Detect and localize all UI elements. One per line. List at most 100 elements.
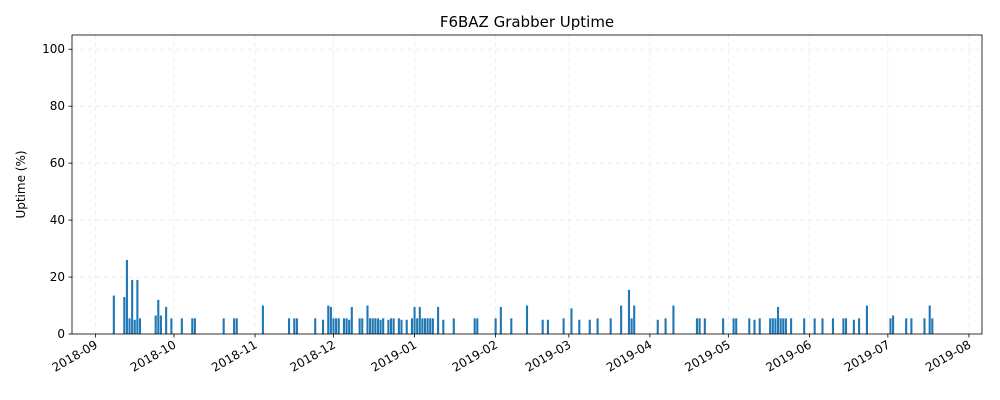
uptime-bar [342,318,345,334]
uptime-bar [844,318,848,334]
uptime-bar [369,318,372,334]
uptime-bar [123,296,126,334]
uptime-bar [695,318,699,334]
uptime-bar [910,318,913,334]
uptime-bar [366,305,369,334]
uptime-bar [170,318,173,334]
uptime-bar [620,305,623,334]
uptime-bar [842,318,845,334]
uptime-bar [774,318,777,334]
uptime-bar [379,319,382,334]
uptime-bar [426,318,429,334]
uptime-bar [865,305,868,334]
uptime-bar [314,318,317,334]
uptime-bar [358,318,361,334]
uptime-bar [664,318,667,334]
uptime-bar [128,318,131,334]
uptime-bar [779,318,782,334]
uptime-bar [136,279,139,334]
y-axis-label: Uptime (%) [14,150,28,218]
uptime-bar [633,305,636,334]
uptime-bar [541,319,544,334]
uptime-bar [332,318,335,334]
uptime-bar [784,318,787,334]
uptime-bar [892,315,895,334]
uptime-bar [133,319,136,334]
uptime-bar [656,319,659,334]
uptime-bar [345,318,348,334]
y-axis: 0 20 40 60 80 100 [42,42,72,341]
uptime-bar [295,318,298,334]
uptime-bar [371,318,374,334]
uptime-bar [510,318,513,334]
uptime-bar [327,305,330,334]
uptime-bar [578,319,581,334]
uptime-bar [546,319,549,334]
uptime-bar [154,315,157,334]
uptime-bar [387,319,390,334]
uptime-bar [348,319,351,334]
uptime-bar [790,318,793,334]
uptime-bar [771,318,774,334]
uptime-bar [703,318,706,334]
uptime-bar [588,319,591,334]
uptime-bar [499,306,502,334]
uptime-bar [125,259,128,334]
uptime-bar [374,318,377,334]
uptime-bar [261,305,264,334]
uptime-bar [831,318,834,334]
y-tick-label: 40 [50,213,65,227]
uptime-bar [335,318,338,334]
uptime-bar [473,318,476,334]
uptime-bar [452,318,455,334]
uptime-bar [389,318,393,334]
uptime-bar [222,318,225,334]
plot-frame [71,34,983,335]
uptime-bar [753,319,756,334]
uptime-bar [361,318,364,334]
uptime-bar [858,318,861,334]
uptime-bar [931,318,934,334]
uptime-bar [776,306,780,334]
y-tick-label: 100 [42,42,65,56]
uptime-bar [382,318,385,334]
grid [72,35,982,335]
uptime-bar [562,318,565,334]
uptime-bar [405,319,408,334]
uptime-bar [112,295,115,334]
uptime-bar [416,318,419,334]
uptime-bar [413,306,416,334]
uptime-bar [400,319,403,334]
uptime-bar [329,306,332,334]
uptime-bar [397,318,400,334]
uptime-bar [392,318,395,334]
y-tick-label: 60 [50,156,65,170]
y-tick-label: 0 [57,327,65,341]
uptime-bar [429,318,432,334]
uptime-bar [180,318,183,334]
uptime-bar [758,318,761,334]
uptime-bar [157,299,160,334]
uptime-bar [748,318,751,334]
uptime-bar [437,306,440,334]
uptime-bar [410,318,413,334]
uptime-bar [235,318,238,334]
uptime-bar [376,318,379,334]
uptime-bar [609,318,612,334]
uptime-bar [852,319,855,334]
uptime-bar [570,308,573,334]
uptime-bar [923,318,926,334]
uptime-bar [596,318,599,334]
uptime-bar [803,318,806,334]
uptime-bar [138,318,142,334]
uptime-bar [423,318,427,334]
uptime-bar [928,305,931,334]
uptime-bar [350,306,353,334]
y-tick-label: 80 [50,99,65,113]
uptime-bar [165,306,168,334]
uptime-bar [418,306,421,334]
uptime-bar [905,318,908,334]
y-tick-label: 20 [50,270,65,284]
uptime-bar [769,318,772,334]
